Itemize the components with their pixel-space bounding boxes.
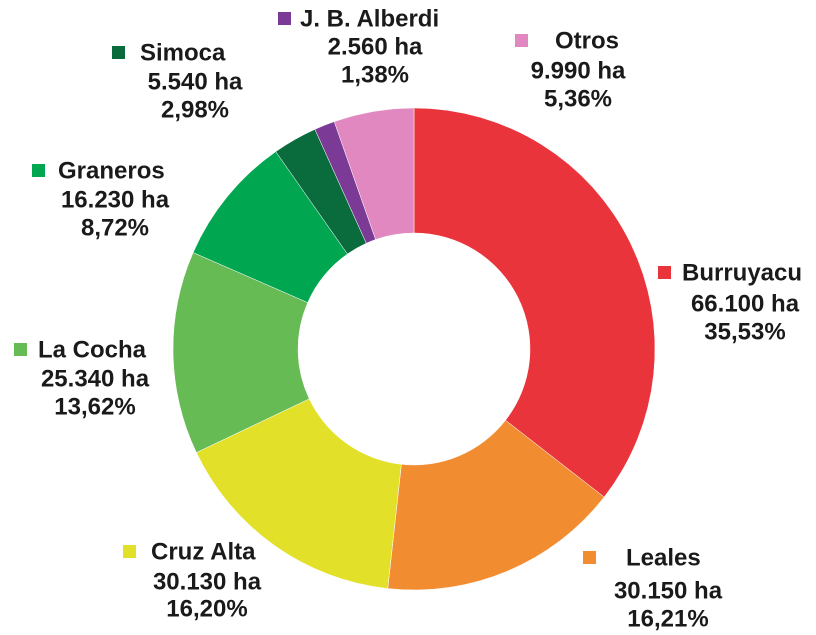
percentage-label: 13,62%: [54, 393, 135, 420]
value-label: 30.130 ha: [153, 568, 262, 595]
category-label: Simoca: [140, 39, 226, 66]
legend-marker: [112, 46, 125, 59]
percentage-label: 2,98%: [161, 96, 229, 123]
legend-marker: [658, 266, 671, 279]
value-label: 9.990 ha: [531, 57, 626, 84]
slice: [413, 107, 656, 498]
legend-marker: [32, 164, 45, 177]
legend-marker: [515, 34, 528, 47]
category-label: Burruyacu: [682, 259, 802, 286]
category-label: Cruz Alta: [151, 538, 256, 565]
percentage-label: 1,38%: [341, 61, 409, 88]
legend-marker: [14, 343, 27, 356]
slice: [196, 398, 402, 589]
slice: [387, 419, 605, 591]
value-label: 2.560 ha: [328, 33, 423, 60]
legend-marker: [123, 545, 136, 558]
value-label: 66.100 ha: [691, 290, 800, 317]
percentage-label: 8,72%: [81, 214, 149, 241]
value-label: 25.340 ha: [41, 365, 150, 392]
percentage-label: 16,21%: [627, 605, 708, 632]
value-label: 5.540 ha: [148, 68, 243, 95]
percentage-label: 16,20%: [166, 595, 247, 622]
value-label: 30.150 ha: [614, 577, 723, 604]
percentage-label: 35,53%: [704, 318, 785, 345]
slice: [333, 107, 415, 240]
category-label: Graneros: [58, 157, 165, 184]
category-label: La Cocha: [38, 336, 147, 363]
category-label: Leales: [626, 544, 701, 571]
value-label: 16.230 ha: [61, 186, 170, 213]
category-label: J. B. Alberdi: [300, 5, 439, 32]
percentage-label: 5,36%: [544, 85, 612, 112]
category-label: Otros: [555, 27, 619, 54]
legend-marker: [278, 12, 291, 25]
legend-marker: [583, 551, 596, 564]
